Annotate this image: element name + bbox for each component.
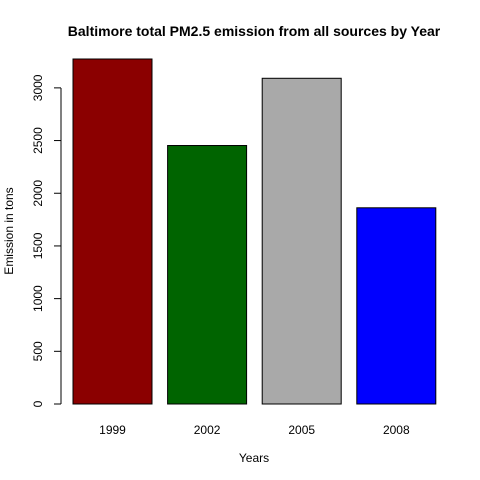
x-tick-labels: 1999 2002 2005 2008 [99,423,410,437]
bar-2002 [167,145,248,405]
y-tick-label: 2500 [31,127,45,154]
x-tick-label: 2008 [383,423,410,437]
bar-1999 [72,58,153,405]
bar-2008 [356,207,437,405]
y-tick-label: 2000 [31,180,45,207]
y-axis-label: Emission in tons [2,187,16,274]
x-tick-label: 1999 [99,423,126,437]
y-tick-label: 3000 [31,74,45,101]
x-tick-label: 2002 [194,423,221,437]
x-axis-label: Years [239,451,269,465]
chart-title: Baltimore total PM2.5 emission from all … [68,23,441,39]
x-tick-label: 2005 [288,423,315,437]
bar-2005 [261,77,342,405]
y-tick-label: 0 [31,400,45,407]
bars-group [72,58,437,405]
y-ticks: 0 500 1000 1500 2000 2500 3000 [31,74,61,407]
y-tick-label: 1000 [31,285,45,312]
y-tick-label: 500 [31,341,45,361]
y-tick-label: 1500 [31,232,45,259]
